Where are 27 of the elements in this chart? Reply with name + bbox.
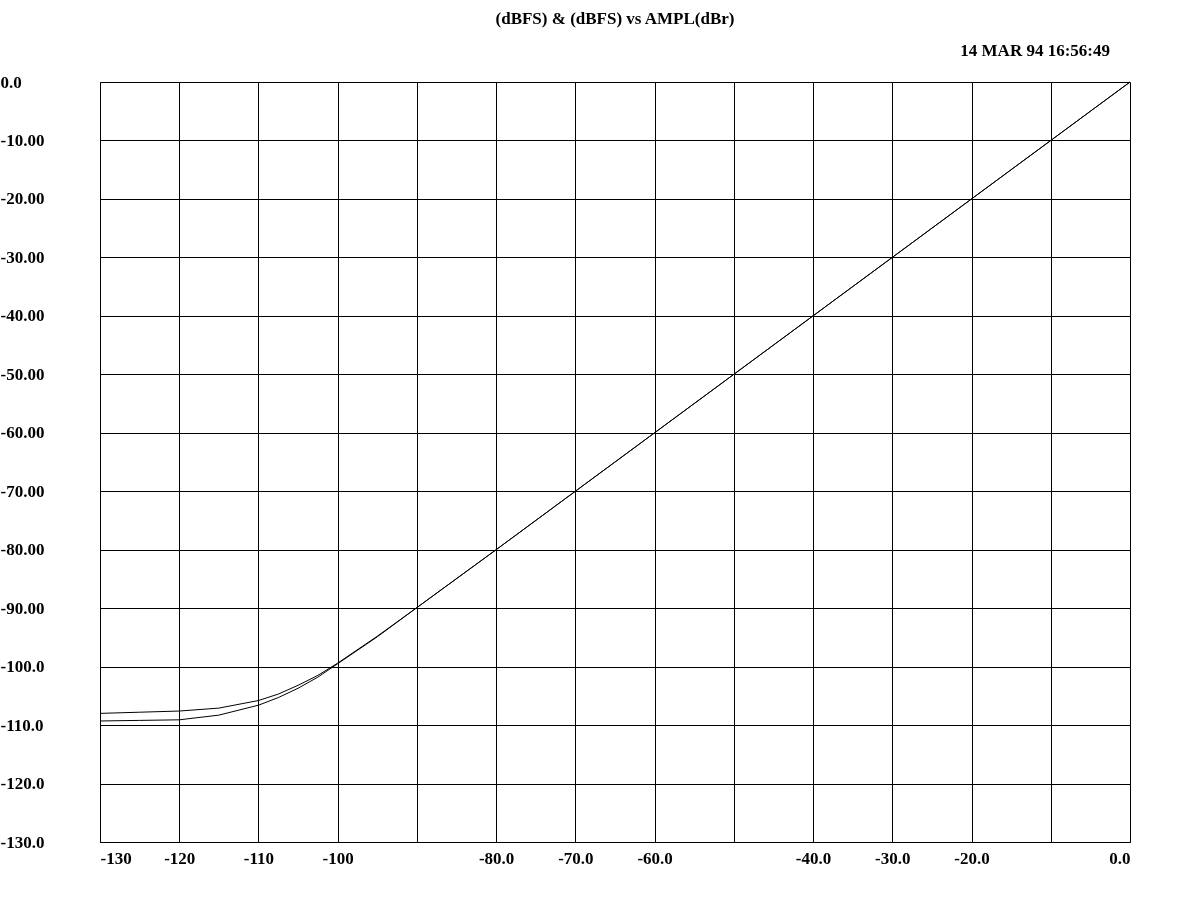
y-tick-label: -20.00 [0, 189, 45, 209]
y-tick-label: -70.00 [0, 481, 45, 501]
x-tick-label: -120 [164, 848, 196, 868]
x-tick-label: -30.0 [875, 848, 911, 868]
x-tick-label: -80.0 [478, 848, 515, 868]
y-tick-label: -130.0 [0, 832, 45, 852]
y-tick-label: 0.0 [0, 72, 22, 92]
x-tick-label: -70.0 [558, 848, 594, 868]
x-tick-label: -130 [100, 848, 132, 868]
y-tick-label: -50.00 [0, 364, 45, 384]
y-tick-label: -60.00 [0, 423, 45, 443]
y-tick-label: -30.00 [0, 247, 45, 267]
chart-title: (dBFS) & (dBFS) vs AMPL(dBr) [495, 9, 735, 28]
y-tick-label: -40.00 [0, 306, 45, 326]
x-tick-label: -110 [243, 848, 275, 868]
y-tick-label: -90.00 [0, 598, 45, 618]
y-tick-label: -100.0 [0, 657, 45, 677]
y-tick-label: -80.00 [0, 540, 45, 560]
x-tick-label: -20.0 [954, 848, 990, 868]
x-tick-label: -60.0 [637, 848, 673, 868]
y-tick-label: -110.0 [0, 715, 44, 735]
y-tick-label: -120.0 [0, 774, 45, 794]
x-tick-label: -40.0 [795, 848, 832, 868]
y-tick-label: -10.00 [0, 130, 45, 150]
x-tick-label: -100 [322, 848, 354, 868]
text: 14 MAR 94 16:56:49 [960, 41, 1110, 60]
x-tick-label: 0.0 [1109, 848, 1131, 868]
